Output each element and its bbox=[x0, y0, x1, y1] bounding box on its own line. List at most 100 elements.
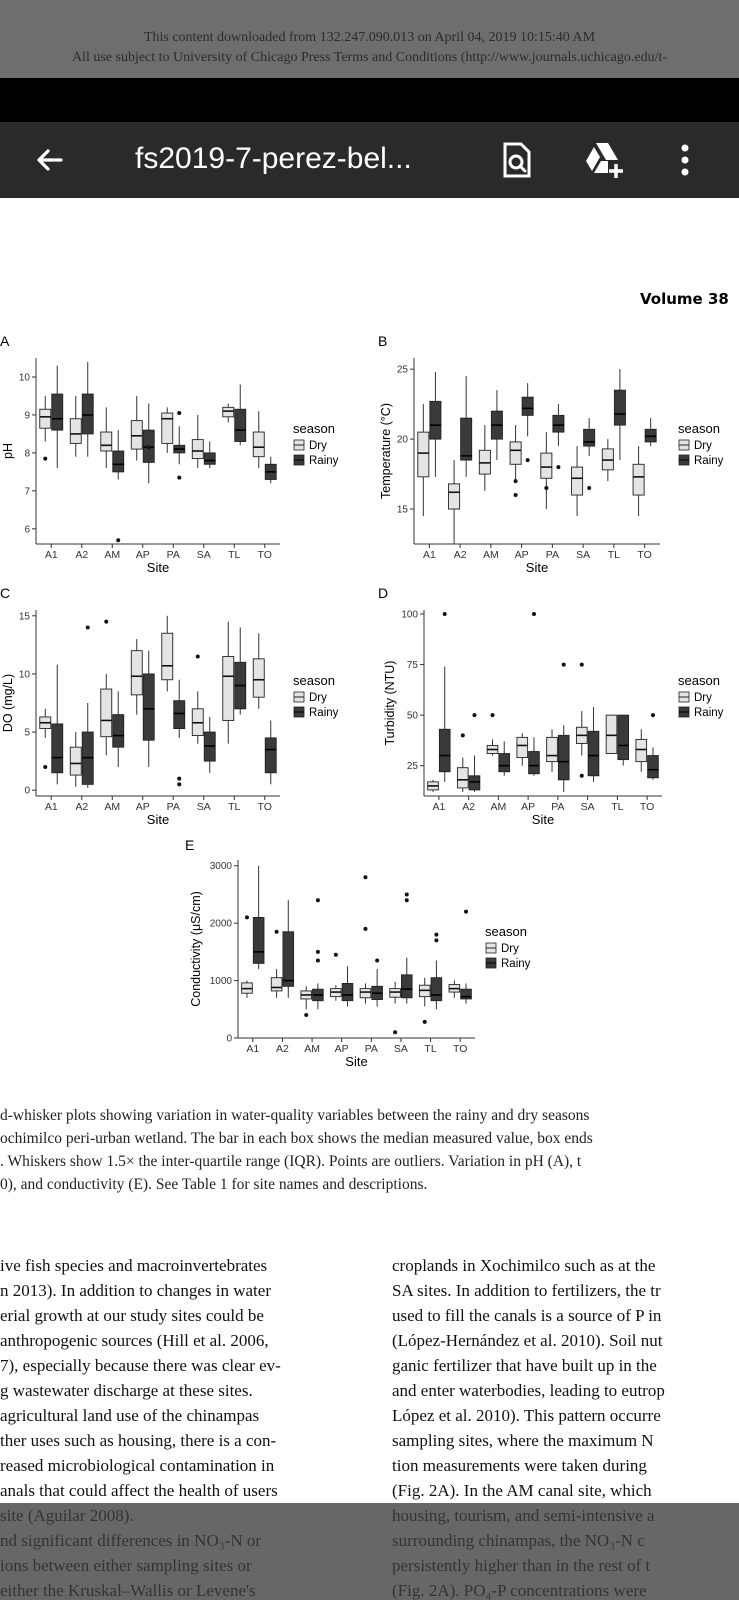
outlier-point bbox=[363, 926, 368, 931]
outlier-point bbox=[544, 486, 549, 491]
text-line: surrounding chinampas, the NO₃-N c bbox=[392, 1531, 645, 1550]
legend-entry: Rainy bbox=[694, 707, 724, 719]
caption-line: 0), and conductivity (E). See Table 1 fo… bbox=[0, 1176, 428, 1193]
text-line: nd significant differences in NO₃-N or bbox=[0, 1531, 262, 1550]
figure-box-plots: A 6 7 8 9 10 pH A1 A2 AM AP PA SA TL TO Site season Dry Ra… bbox=[0, 333, 724, 1069]
box-rainy bbox=[203, 452, 216, 465]
box-dry bbox=[130, 650, 143, 696]
outlier-point bbox=[43, 764, 48, 769]
x-tick-label: AP bbox=[136, 801, 150, 813]
x-tick-label: AM bbox=[104, 549, 120, 561]
box-rainy bbox=[429, 400, 442, 440]
caption-line: d-whisker plots showing variation in wat… bbox=[0, 1107, 590, 1124]
box-rainy bbox=[468, 775, 481, 791]
outlier-point bbox=[177, 776, 182, 781]
text-line: housing, tourism, and semi-intensive a bbox=[392, 1506, 655, 1525]
box-rainy bbox=[264, 737, 277, 774]
legend-title: season bbox=[678, 421, 720, 436]
box-dry bbox=[359, 988, 372, 999]
x-tick-label: AP bbox=[136, 549, 150, 561]
x-tick-label: TO bbox=[637, 549, 651, 561]
arrow-left-icon[interactable] bbox=[30, 140, 70, 180]
y-tick-label: 1000 bbox=[210, 976, 233, 987]
figure-caption: d-whisker plots showing variation in wat… bbox=[0, 1104, 739, 1196]
y-axis-label: Temperature (°C) bbox=[379, 403, 393, 499]
text-line: sampling sites, where the maximum N bbox=[392, 1431, 654, 1450]
box-rainy bbox=[498, 753, 511, 773]
text-line: ganic fertilizer that have built up in t… bbox=[392, 1356, 657, 1375]
panel-label: D bbox=[378, 585, 388, 601]
search-document-icon[interactable] bbox=[497, 140, 537, 180]
outlier-point bbox=[513, 479, 518, 484]
box-rainy bbox=[583, 428, 596, 447]
outlier-point bbox=[404, 892, 409, 897]
x-tick-label: AM bbox=[304, 1043, 320, 1055]
status-line-2: All use subject to University of Chicago… bbox=[71, 50, 668, 65]
box-dry bbox=[516, 736, 529, 759]
legend-entry: Rainy bbox=[501, 958, 531, 970]
text-line: croplands in Xochimilco such as at the bbox=[392, 1256, 656, 1275]
caption-line: ochimilco peri-urban wetland. The bar in… bbox=[0, 1130, 593, 1147]
y-tick-label: 9 bbox=[24, 410, 30, 421]
y-tick-label: 10 bbox=[19, 669, 31, 680]
box-dry bbox=[252, 658, 265, 698]
x-tick-label: PA bbox=[167, 801, 180, 813]
box-rainy bbox=[521, 396, 534, 416]
document-title: fs2019-7-perez-bel... bbox=[135, 142, 412, 175]
text-line: ive fish species and macroinvertebrates bbox=[0, 1256, 268, 1275]
outlier-point bbox=[561, 662, 566, 667]
box-rainy bbox=[460, 988, 472, 1000]
box-dry bbox=[448, 483, 461, 510]
drive-add-icon[interactable] bbox=[582, 140, 623, 180]
box-rainy bbox=[617, 714, 630, 761]
pdf-page[interactable]: Volume 38 A 6 7 8 9 10 pH A1 A2 AM AP PA SA TL TO Site s… bbox=[0, 198, 739, 1600]
outlier-point bbox=[177, 782, 182, 787]
outlier-point bbox=[579, 773, 584, 778]
box-rainy bbox=[81, 393, 94, 435]
y-tick-label: 15 bbox=[397, 505, 409, 516]
text-line: (Fig. 2A). PO₄-P concentrations were bbox=[392, 1581, 647, 1600]
outlier-point bbox=[490, 713, 495, 718]
box-rainy bbox=[552, 414, 565, 433]
x-tick-label: A1 bbox=[432, 801, 445, 813]
box-rainy bbox=[112, 450, 125, 473]
outlier-point bbox=[393, 1030, 398, 1035]
y-tick-label: 25 bbox=[407, 761, 419, 772]
outlier-point bbox=[464, 909, 469, 914]
notification-band bbox=[0, 78, 739, 122]
box-plot-panel-c: C 0 5 10 15 DO (mg/L) A1 A2 AM AP PA SA TL TO Site seas… bbox=[0, 585, 339, 827]
x-tick-label: A2 bbox=[462, 801, 475, 813]
text-line: g wastewater discharge at these sites. bbox=[0, 1381, 253, 1400]
text-line: persistently higher than in the rest of … bbox=[392, 1556, 651, 1575]
legend-entry: Dry bbox=[694, 440, 712, 452]
outlier-point bbox=[434, 932, 439, 937]
legend-title: season bbox=[485, 924, 527, 939]
panel-label: C bbox=[0, 585, 10, 601]
box-dry bbox=[456, 767, 469, 789]
box-dry bbox=[191, 439, 204, 460]
outlier-point bbox=[104, 619, 109, 624]
x-tick-label: SA bbox=[576, 549, 590, 561]
text-line: erial growth at our study sites could be bbox=[0, 1306, 264, 1325]
x-tick-label: SA bbox=[197, 801, 211, 813]
box-dry bbox=[69, 746, 82, 776]
box-dry bbox=[69, 418, 82, 444]
x-tick-label: TL bbox=[611, 801, 623, 813]
box-dry bbox=[39, 408, 52, 429]
outlier-point bbox=[442, 612, 447, 617]
box-rainy bbox=[142, 673, 155, 741]
outlier-point bbox=[195, 654, 200, 659]
legend-entry: Dry bbox=[694, 692, 712, 704]
box-dry bbox=[161, 632, 174, 681]
legend-title: season bbox=[293, 673, 335, 688]
x-tick-label: SA bbox=[581, 801, 595, 813]
y-tick-label: 6 bbox=[24, 524, 30, 535]
box-dry bbox=[571, 466, 584, 496]
outlier-point bbox=[650, 713, 655, 718]
box-plot-panel-a: A 6 7 8 9 10 pH A1 A2 AM AP PA SA TL TO Site season Dry Ra… bbox=[0, 333, 339, 575]
x-tick-label: SA bbox=[197, 549, 211, 561]
y-tick-label: 7 bbox=[24, 486, 30, 497]
x-tick-label: PA bbox=[167, 549, 180, 561]
more-vert-icon[interactable] bbox=[665, 140, 705, 180]
legend-entry: Rainy bbox=[694, 455, 724, 467]
